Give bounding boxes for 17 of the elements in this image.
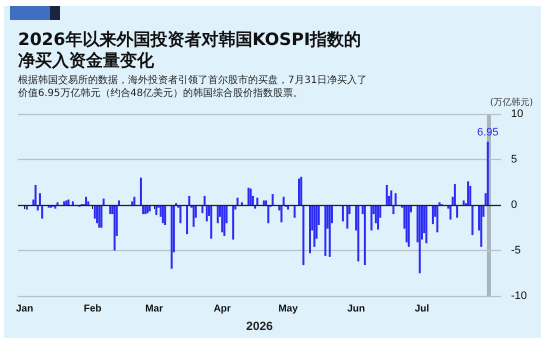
x-tick-label: Jul [414,304,430,314]
chart-subtitle: 根据韩国交易所的数据，海外投资者引领了首尔股市的买盘，7月31日净买入了价值6.95万亿韩元（约合48亿美元）的韩国综合股价指数股票。 [18,74,368,100]
x-tick-label: Mar [145,304,164,314]
x-tick-label: May [278,304,298,314]
y-axis-title: (万亿韩元) [490,96,533,109]
x-tick-label: Apr [214,304,231,314]
x-tick-label: Feb [84,304,102,314]
x-tick-label: Jan [16,304,34,314]
y-tick-label: 5 [511,154,518,166]
y-tick-label: -5 [511,244,521,256]
data-label: 6.95 [477,126,499,138]
x-axis-title: 2026 [246,319,274,333]
x-tick-label: Jun [347,304,365,314]
y-tick-label: -10 [511,290,527,302]
y-tick-label: 10 [511,108,524,120]
chart-title: 2026年以来外国投资者对韩国KOSPI指数的净买入资金量变化 [18,30,362,72]
y-tick-label: 0 [511,199,518,211]
